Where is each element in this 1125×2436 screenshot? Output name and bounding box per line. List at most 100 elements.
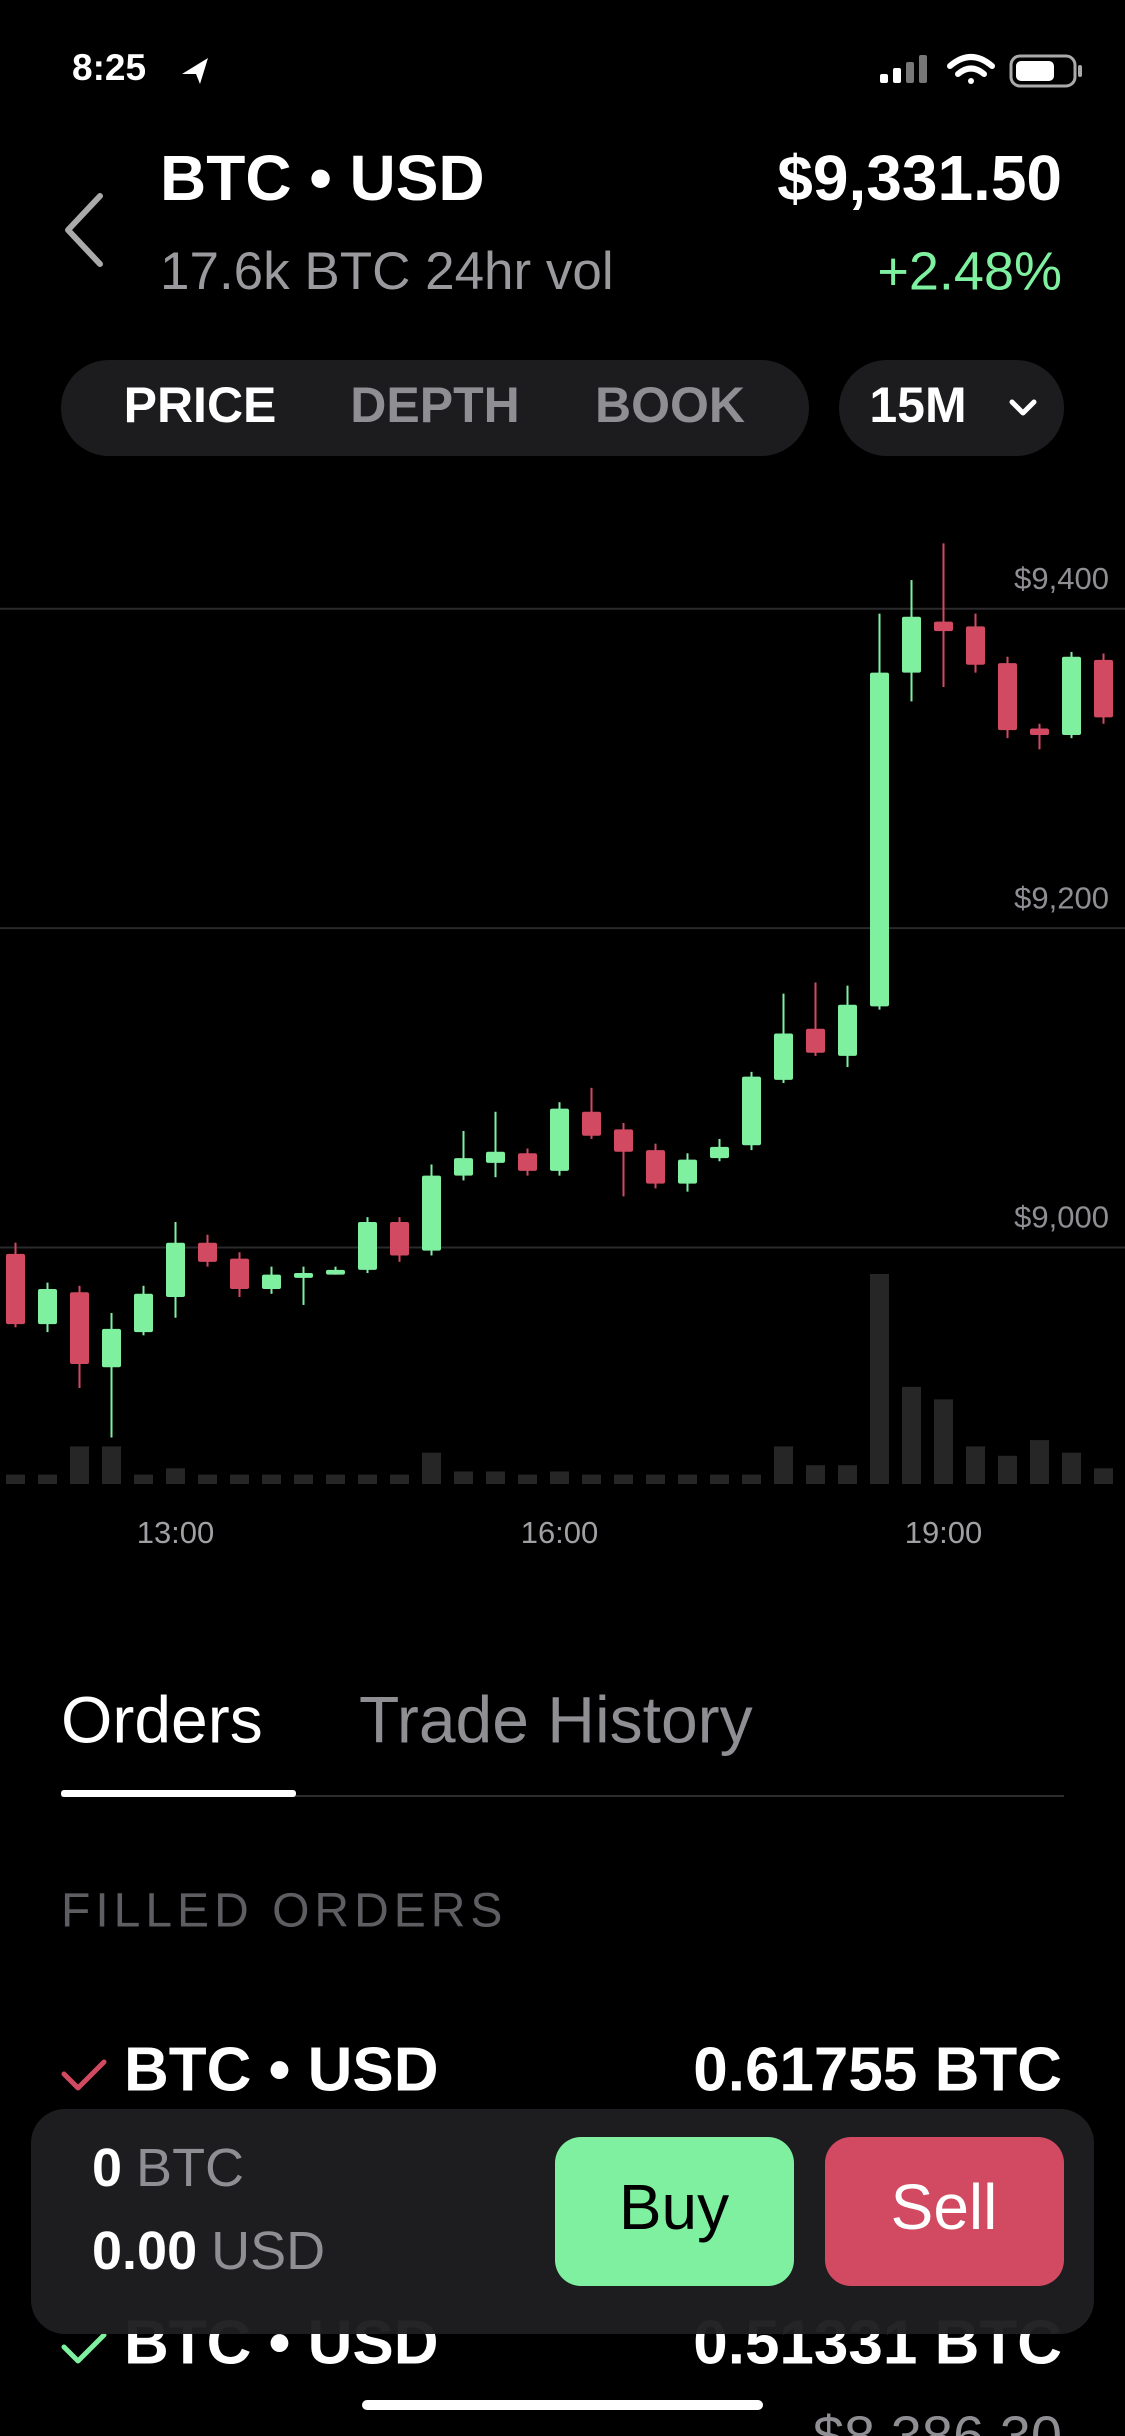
volume-bar xyxy=(838,1465,857,1484)
volume-bar xyxy=(998,1455,1017,1484)
volume-bar xyxy=(742,1474,761,1484)
section-title: FILLED ORDERS xyxy=(61,1885,507,1938)
volume-bar xyxy=(134,1474,153,1484)
check-icon xyxy=(61,2332,107,2364)
price-change: +2.48% xyxy=(877,241,1062,301)
chart-mode-control xyxy=(61,360,809,456)
btc-amount: 0 xyxy=(92,2138,122,2198)
volume-bar xyxy=(1030,1440,1049,1484)
candle-body xyxy=(390,1221,409,1256)
volume-24h: 17.6k BTC 24hr vol xyxy=(160,242,614,301)
volume-bar xyxy=(390,1474,409,1484)
candle-body xyxy=(102,1328,121,1368)
sell-button[interactable] xyxy=(825,2137,1064,2286)
order-price: $8,386.30 xyxy=(813,2404,1062,2436)
volume-bar xyxy=(806,1465,825,1484)
candle-body xyxy=(358,1221,377,1270)
buy-button[interactable] xyxy=(555,2137,794,2286)
volume-bar xyxy=(1062,1452,1081,1484)
tab-price[interactable]: PRICE xyxy=(124,377,277,433)
candle-body xyxy=(6,1253,25,1325)
candle-body xyxy=(454,1158,473,1176)
y-tick-label: $9,200 xyxy=(1014,880,1109,915)
usd-balance: 0.00 USD xyxy=(92,2221,325,2281)
usd-amount: 0.00 xyxy=(92,2221,197,2281)
candle-body xyxy=(806,1028,825,1053)
volume-bar xyxy=(774,1446,793,1484)
candle-body xyxy=(518,1153,537,1171)
x-tick-label: 16:00 xyxy=(521,1515,599,1550)
candle-body xyxy=(326,1269,345,1275)
candle-body xyxy=(262,1274,281,1290)
candle-body xyxy=(966,626,985,665)
volume-bar xyxy=(422,1452,441,1484)
wifi-icon xyxy=(947,54,995,84)
candle-body xyxy=(646,1150,665,1184)
interval-label: 15M xyxy=(869,377,966,433)
usd-unit: USD xyxy=(211,2221,325,2281)
battery-icon xyxy=(1009,54,1082,88)
candle-body xyxy=(38,1289,57,1325)
volume-bar xyxy=(230,1474,249,1484)
candle-body xyxy=(198,1242,217,1262)
x-tick-label: 19:00 xyxy=(905,1515,983,1550)
volume-bar xyxy=(102,1446,121,1484)
volume-bar xyxy=(902,1386,921,1484)
volume-bar xyxy=(198,1474,217,1484)
interval-selector[interactable] xyxy=(839,360,1064,456)
volume-bar xyxy=(550,1471,569,1484)
volume-bar xyxy=(294,1474,313,1484)
sell-label: Sell xyxy=(891,2171,998,2243)
buy-label: Buy xyxy=(619,2171,729,2243)
candle-body xyxy=(230,1258,249,1290)
volume-bar xyxy=(518,1474,537,1484)
candle-body xyxy=(1030,728,1049,735)
candle-body xyxy=(742,1076,761,1146)
volume-bar xyxy=(710,1474,729,1484)
candle-body xyxy=(934,621,953,632)
candle-body xyxy=(422,1175,441,1251)
volume-bar xyxy=(70,1446,89,1484)
tab-underline xyxy=(61,1790,296,1797)
candle-body xyxy=(294,1273,313,1278)
candle-body xyxy=(1094,659,1113,718)
candle-body xyxy=(134,1293,153,1333)
volume-bar xyxy=(678,1474,697,1484)
volume-bar xyxy=(934,1399,953,1484)
chevron-down xyxy=(1009,399,1037,416)
candle-body xyxy=(550,1108,569,1171)
candlestick-chart: $9,000 $9,200 $9,400 13:00 16:00 19:00 xyxy=(0,543,1125,1550)
btc-balance: 0 BTC xyxy=(92,2138,244,2198)
back-button[interactable] xyxy=(65,193,103,267)
order-pair: BTC • USD xyxy=(124,2035,438,2104)
candle-body xyxy=(166,1242,185,1297)
tab-trade-history[interactable]: Trade History xyxy=(359,1682,753,1756)
volume-bar xyxy=(582,1474,601,1484)
tab-divider xyxy=(61,1795,1064,1797)
tab-depth[interactable]: DEPTH xyxy=(350,377,519,433)
y-tick-label: $9,000 xyxy=(1014,1200,1109,1235)
tab-orders[interactable]: Orders xyxy=(61,1682,263,1756)
home-indicator xyxy=(362,2400,763,2410)
candle-body xyxy=(870,672,889,1007)
volume-bar xyxy=(6,1474,25,1484)
candle-body xyxy=(998,663,1017,731)
candle-body xyxy=(1062,656,1081,735)
candle-body xyxy=(678,1159,697,1184)
tab-book[interactable]: BOOK xyxy=(595,377,745,433)
check-icon xyxy=(61,2059,107,2091)
candle-body xyxy=(774,1033,793,1080)
volume-bar xyxy=(326,1474,345,1484)
x-tick-label: 13:00 xyxy=(137,1515,215,1550)
volume-bar xyxy=(486,1471,505,1484)
volume-bar xyxy=(38,1474,57,1484)
candle-body xyxy=(70,1292,89,1365)
volume-bar xyxy=(870,1274,889,1484)
candle-body xyxy=(710,1146,729,1159)
y-tick-label: $9,400 xyxy=(1014,561,1109,596)
volume-bar xyxy=(614,1474,633,1484)
candle-body xyxy=(486,1151,505,1163)
volume-bar xyxy=(966,1446,985,1484)
volume-bar xyxy=(646,1474,665,1484)
